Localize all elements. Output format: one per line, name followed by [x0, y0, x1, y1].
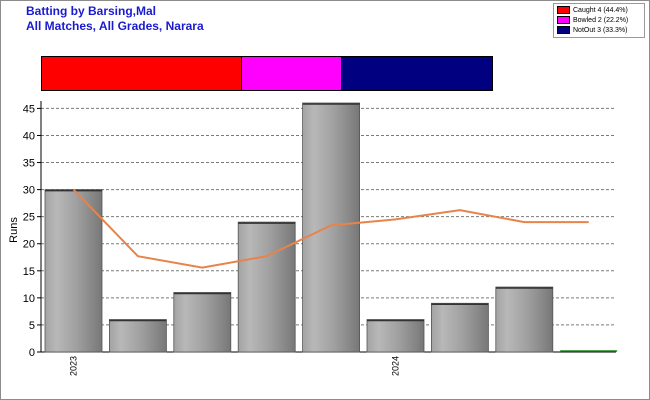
bar: [44, 189, 103, 353]
chart-subtitle: All Matches, All Grades, Narara: [26, 19, 204, 33]
y-tick-label: 0: [29, 347, 35, 359]
legend-item-notout: NotOut 3 (33.3%): [557, 25, 644, 35]
average-line: [72, 188, 589, 269]
legend-label-bowled: Bowled 2 (22.2%): [573, 16, 629, 24]
x-tick-label: 2023: [69, 356, 79, 376]
y-tick-label: 45: [23, 103, 35, 115]
legend-label-notout: NotOut 3 (33.3%): [573, 26, 628, 34]
y-tick-label: 35: [23, 158, 35, 170]
stack-segment-notout: [342, 57, 492, 90]
legend-swatch-bowled: [557, 16, 570, 24]
chart-title: Batting by Barsing,Mal: [26, 4, 157, 18]
dismissal-stacked-bar: [41, 56, 493, 91]
x-tick-label: 2024: [391, 356, 401, 376]
legend-label-caught: Caught 4 (44.4%): [573, 6, 628, 14]
legend-item-bowled: Bowled 2 (22.2%): [557, 15, 644, 25]
legend: Caught 4 (44.4%) Bowled 2 (22.2%) NotOut…: [553, 3, 645, 38]
y-tick-label: 40: [23, 130, 35, 142]
bar: [109, 319, 167, 353]
bars: [44, 102, 618, 353]
y-tick-label: 25: [23, 212, 35, 224]
y-tick-label: 20: [23, 239, 35, 251]
average-line-path: [72, 188, 589, 269]
bar: [302, 102, 361, 353]
stack-segment-bowled: [242, 57, 342, 90]
legend-swatch-caught: [557, 6, 570, 14]
y-tick-label: 15: [23, 266, 35, 278]
bar: [366, 319, 425, 353]
bar: [495, 286, 554, 353]
stack-segment-caught: [42, 57, 242, 90]
legend-swatch-notout: [557, 26, 570, 34]
y-tick-label: 5: [29, 320, 35, 332]
y-tick-label: 30: [23, 185, 35, 197]
bar: [237, 221, 296, 353]
legend-item-caught: Caught 4 (44.4%): [557, 5, 644, 15]
y-axis-label: Runs: [8, 217, 20, 243]
bar: [430, 302, 489, 353]
y-tick-label: 10: [23, 293, 35, 305]
bar: [173, 292, 232, 353]
